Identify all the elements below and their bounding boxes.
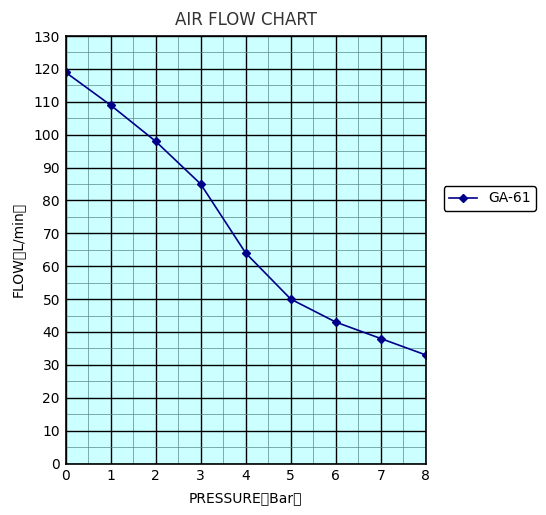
Y-axis label: FLOW（L/min）: FLOW（L/min）: [11, 202, 25, 297]
Line: GA-61: GA-61: [63, 70, 429, 358]
X-axis label: PRESSURE（Bar）: PRESSURE（Bar）: [189, 491, 302, 505]
GA-61: [287, 296, 294, 302]
GA-61: [423, 352, 429, 358]
GA-61: [62, 69, 69, 75]
GA-61: [152, 138, 159, 144]
Title: AIR FLOW CHART: AIR FLOW CHART: [175, 11, 317, 29]
GA-61: [107, 102, 114, 108]
Legend: GA-61: GA-61: [444, 186, 536, 211]
GA-61: [197, 181, 204, 187]
GA-61: [333, 319, 339, 325]
GA-61: [242, 250, 249, 256]
GA-61: [378, 335, 384, 341]
